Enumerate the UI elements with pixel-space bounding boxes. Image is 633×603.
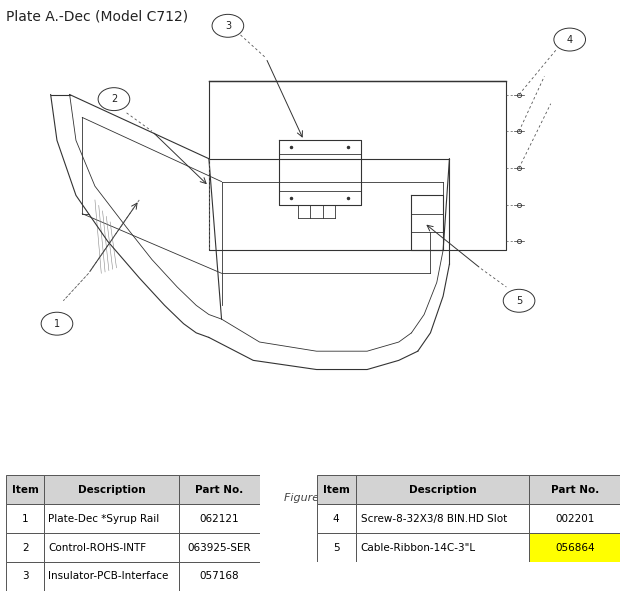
Bar xyxy=(316,504,356,533)
Bar xyxy=(6,533,44,562)
Text: 4: 4 xyxy=(567,34,573,45)
Bar xyxy=(316,533,356,562)
Text: 063925-SER: 063925-SER xyxy=(187,543,251,552)
Bar xyxy=(44,562,179,591)
Bar xyxy=(356,504,529,533)
Text: Item: Item xyxy=(323,485,349,494)
Text: Item: Item xyxy=(12,485,39,494)
Bar xyxy=(356,533,529,562)
Text: 057168: 057168 xyxy=(199,572,239,581)
Bar xyxy=(316,475,356,504)
Bar xyxy=(6,504,44,533)
Text: Part No.: Part No. xyxy=(551,485,599,494)
Text: Cable-Ribbon-14C-3"L: Cable-Ribbon-14C-3"L xyxy=(361,543,475,552)
Text: 2: 2 xyxy=(22,543,28,552)
Text: Plate A.-Dec (Model C712): Plate A.-Dec (Model C712) xyxy=(6,9,189,23)
Text: Figure 4-12: Figure 4-12 xyxy=(284,493,349,504)
Text: Plate-Dec *Syrup Rail: Plate-Dec *Syrup Rail xyxy=(48,514,160,523)
Text: 5: 5 xyxy=(333,543,339,552)
Bar xyxy=(529,533,620,562)
Text: Control-ROHS-INTF: Control-ROHS-INTF xyxy=(48,543,146,552)
Text: 5: 5 xyxy=(516,296,522,306)
Bar xyxy=(179,562,260,591)
Text: Insulator-PCB-Interface: Insulator-PCB-Interface xyxy=(48,572,168,581)
Bar xyxy=(529,504,620,533)
Text: 002201: 002201 xyxy=(555,514,594,523)
Bar xyxy=(44,475,179,504)
Bar xyxy=(6,475,44,504)
Bar xyxy=(44,504,179,533)
Bar xyxy=(6,562,44,591)
Text: 3: 3 xyxy=(225,21,231,31)
Text: 062121: 062121 xyxy=(199,514,239,523)
Text: 2: 2 xyxy=(111,94,117,104)
Text: 1: 1 xyxy=(54,319,60,329)
Text: Description: Description xyxy=(409,485,477,494)
Text: 056864: 056864 xyxy=(555,543,594,552)
Text: Description: Description xyxy=(78,485,145,494)
Bar xyxy=(179,475,260,504)
Text: Screw-8-32X3/8 BIN.HD Slot: Screw-8-32X3/8 BIN.HD Slot xyxy=(361,514,507,523)
Text: Part No.: Part No. xyxy=(195,485,243,494)
Bar xyxy=(356,475,529,504)
Text: 1: 1 xyxy=(22,514,28,523)
Bar xyxy=(44,533,179,562)
Bar xyxy=(179,504,260,533)
Bar xyxy=(179,533,260,562)
Bar xyxy=(529,475,620,504)
Text: 4: 4 xyxy=(333,514,339,523)
Text: 3: 3 xyxy=(22,572,28,581)
